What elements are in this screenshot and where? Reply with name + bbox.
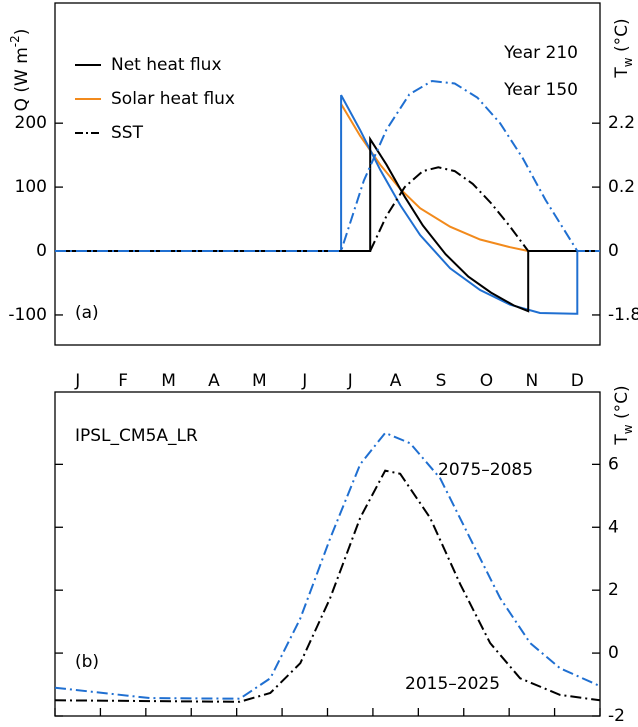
series-line	[55, 94, 600, 315]
month-label: F	[118, 371, 128, 391]
y-tick-label: -100	[8, 305, 47, 325]
month-label: D	[571, 371, 584, 391]
y2-axis-title-end: (°C)	[612, 18, 632, 57]
series-line	[55, 135, 600, 313]
series-line	[55, 79, 600, 252]
y2-axis-title-end: (°C)	[612, 385, 632, 424]
series-line	[54, 469, 601, 703]
series-label: 2015–2025	[405, 674, 500, 694]
y2-tick-label: 6	[608, 454, 619, 474]
series-line	[369, 166, 530, 252]
y-axis-title-main: Q (W m	[12, 47, 32, 111]
plot-frame	[54, 2, 601, 346]
y2-axis-title-main: T	[612, 67, 632, 79]
month-label: A	[208, 371, 220, 391]
y-axis-title-end: )	[12, 29, 32, 36]
series-line	[54, 431, 601, 700]
y2-axis-title-sub: w	[621, 424, 635, 434]
y2-axis-title: Tw (°C)	[612, 385, 635, 445]
y2-axis-title: Tw (°C)	[612, 18, 635, 78]
series-line	[340, 103, 529, 252]
legend-label: Solar heat flux	[111, 89, 235, 109]
legend-label: Net heat flux	[111, 55, 222, 75]
y2-tick-label: 4	[608, 517, 619, 537]
month-label: A	[390, 371, 402, 391]
series-label: 2075–2085	[438, 460, 533, 480]
y-tick-label: 100	[15, 177, 47, 197]
annotation: Year 210	[503, 43, 578, 63]
y-tick-label: 200	[15, 113, 47, 133]
annotation: Year 150	[503, 80, 578, 100]
y-axis-title-sup: -2	[8, 35, 22, 47]
y2-tick-label: -2	[608, 706, 625, 726]
y-axis-title: Q (W m-2)	[8, 29, 33, 112]
y-tick-label: 0	[36, 241, 47, 261]
y2-tick-label: 2	[608, 580, 619, 600]
month-label: J	[301, 371, 307, 391]
month-label: J	[347, 371, 353, 391]
month-label: J	[74, 371, 80, 391]
panel-label: (a)	[75, 303, 99, 323]
y2-tick-label: 2.2	[608, 113, 635, 133]
y2-tick-label: -1.8	[608, 305, 638, 325]
month-label: M	[161, 371, 176, 391]
y2-tick-label: 0	[608, 643, 619, 663]
month-label: N	[526, 371, 539, 391]
month-label: O	[480, 371, 493, 391]
y2-axis-title-main: T	[612, 434, 632, 446]
y2-tick-label: 0	[608, 241, 619, 261]
panel-label: (b)	[75, 652, 99, 672]
panel-title: IPSL_CM5A_LR	[75, 426, 198, 446]
y2-tick-label: 0.2	[608, 177, 635, 197]
legend-label: SST	[111, 123, 144, 143]
month-label: S	[436, 371, 447, 391]
y2-axis-title-sub: w	[621, 57, 635, 67]
month-label: M	[252, 371, 267, 391]
